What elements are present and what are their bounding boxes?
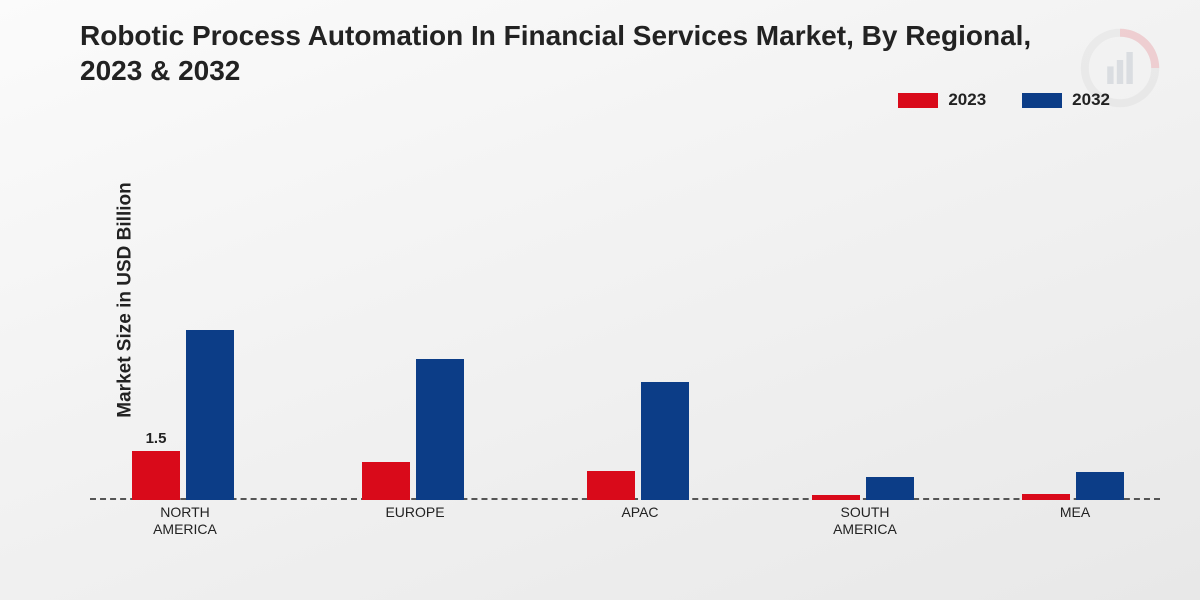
- x-tick-label: MEA: [1010, 504, 1140, 521]
- legend-label-2032: 2032: [1072, 90, 1110, 110]
- legend-item-2023: 2023: [898, 90, 986, 110]
- bar: [362, 462, 410, 500]
- bar: [416, 359, 464, 500]
- x-tick-label: EUROPE: [350, 504, 480, 521]
- chart-title: Robotic Process Automation In Financial …: [80, 18, 1080, 88]
- bar-group: [800, 140, 930, 500]
- bar: [812, 495, 860, 500]
- bar-group: [350, 140, 480, 500]
- legend-label-2023: 2023: [948, 90, 986, 110]
- bar-group: 1.5: [120, 140, 250, 500]
- legend-swatch-2032: [1022, 93, 1062, 108]
- bar-group: [575, 140, 705, 500]
- bar: [587, 471, 635, 500]
- x-axis-labels: NORTH AMERICA EUROPE APAC SOUTH AMERICA MEA: [90, 504, 1160, 554]
- x-tick-label: NORTH AMERICA: [120, 504, 250, 538]
- bar: [1022, 494, 1070, 500]
- plot-area: 1.5: [90, 140, 1160, 500]
- bar: [866, 477, 914, 500]
- bar: [641, 382, 689, 500]
- bar-group: [1010, 140, 1140, 500]
- bar: [186, 330, 234, 500]
- legend-item-2032: 2032: [1022, 90, 1110, 110]
- x-tick-label: SOUTH AMERICA: [800, 504, 930, 538]
- legend-swatch-2023: [898, 93, 938, 108]
- bar: 1.5: [132, 451, 180, 500]
- legend: 2023 2032: [898, 90, 1110, 110]
- bar-value-label: 1.5: [146, 430, 167, 451]
- bar: [1076, 472, 1124, 500]
- x-tick-label: APAC: [575, 504, 705, 521]
